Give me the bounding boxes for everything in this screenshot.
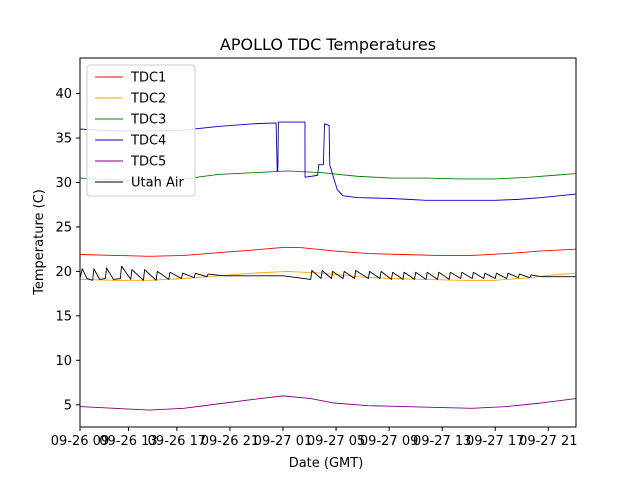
series-line-tdc2 [79, 270, 577, 281]
y-tick-label: 30 [55, 176, 72, 191]
x-tick-label: 09-27 21 [519, 434, 577, 449]
x-tick-label: 09-27 13 [413, 434, 471, 449]
x-tick-label: 09-27 17 [466, 434, 524, 449]
chart-title: APOLLO TDC Temperatures [220, 35, 436, 54]
x-axis-label: Date (GMT) [289, 456, 364, 471]
y-tick-label: 15 [55, 309, 72, 324]
legend-label: TDC2 [130, 92, 166, 107]
legend-label: TDC4 [130, 134, 166, 149]
legend-label: TDC1 [130, 71, 166, 86]
y-tick-label: 40 [55, 87, 72, 102]
x-tick-label: 09-26 13 [99, 434, 157, 449]
plot-frame [79, 57, 577, 428]
y-tick-label: 25 [55, 220, 72, 235]
series-line-tdc1 [79, 246, 577, 257]
y-tick-label: 20 [55, 265, 72, 280]
legend-label: Utah Air [131, 176, 184, 191]
x-tick-label: 09-27 05 [307, 434, 365, 449]
series-line-tdc4 [79, 121, 577, 201]
series-line-tdc5 [79, 395, 577, 411]
y-axis-label: Temperature (C) [32, 189, 47, 296]
y-tick-label: 5 [64, 398, 72, 413]
x-tick-label: 09-27 01 [254, 434, 312, 449]
y-tick-label: 35 [55, 132, 72, 147]
series-line-utah-air [79, 265, 576, 281]
x-tick-label: 09-26 17 [148, 434, 206, 449]
legend: TDC1 TDC2 TDC3 TDC4 TDC5 Utah Air [86, 64, 196, 197]
y-tick-label: 10 [55, 354, 72, 369]
y-axis: 5 10 15 20 25 30 35 40 [55, 87, 80, 413]
x-tick-label: 09-26 09 [51, 434, 109, 449]
legend-label: TDC3 [130, 113, 166, 128]
legend-label: TDC5 [130, 155, 166, 170]
x-tick-label: 09-26 21 [201, 434, 259, 449]
x-tick-label: 09-27 09 [360, 434, 418, 449]
